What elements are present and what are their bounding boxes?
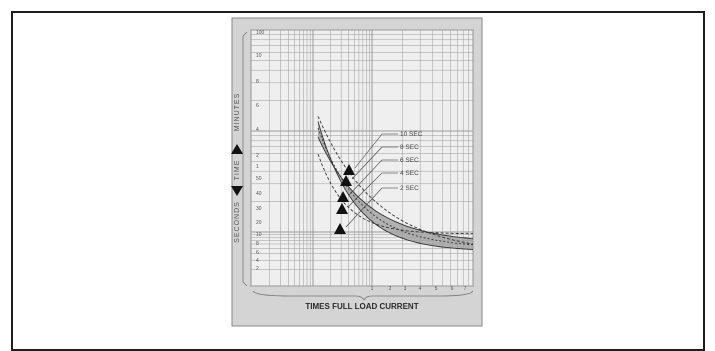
y-tick-minutes: 10 xyxy=(256,53,262,59)
y-tick-seconds: 8 xyxy=(256,241,259,247)
leader-line xyxy=(348,159,383,196)
curve-label: 2 SEC xyxy=(400,185,419,192)
curve-arrow-icon xyxy=(336,203,348,214)
x-axis-brace xyxy=(252,290,474,301)
curve-arrow-icon xyxy=(334,223,346,234)
curve-2-sec xyxy=(317,153,473,235)
curve-label: 10 SEC xyxy=(400,131,423,138)
curve-labels: 10 SEC 8 SEC 6 SEC 4 SEC 2 SEC xyxy=(334,131,423,234)
tolerance-band xyxy=(318,121,473,250)
y-tick-seconds: 50 xyxy=(256,176,262,182)
x-tick: 4 xyxy=(419,286,422,292)
y-tick-seconds: 20 xyxy=(256,220,262,226)
y-tick-seconds: 1 xyxy=(256,164,259,170)
curve-label: 4 SEC xyxy=(400,170,419,177)
trip-curve-chart: 100 10 8 6 4 2 1 50 40 30 20 10 8 6 4 2 1 2 3 4 5 6 7 10 SEC 8 … xyxy=(231,17,483,327)
leader-line xyxy=(354,133,383,169)
x-tick: 7 xyxy=(464,286,467,292)
axis-bracket xyxy=(242,31,248,287)
leader-line xyxy=(347,172,383,208)
curve-8-sec xyxy=(317,121,474,251)
y-label-minutes: MINUTES xyxy=(234,93,241,132)
y-tick-seconds: 4 xyxy=(256,258,259,264)
x-tick: 5 xyxy=(435,286,438,292)
curve-arrow-icon xyxy=(343,164,355,175)
y-tick-seconds: 2 xyxy=(256,266,259,272)
down-arrow-icon xyxy=(231,186,243,196)
curve-arrow-icon xyxy=(340,175,352,186)
curve-label: 6 SEC xyxy=(400,157,419,164)
y-tick-seconds: 6 xyxy=(256,250,259,256)
up-arrow-icon xyxy=(231,144,243,154)
x-tick: 6 xyxy=(451,286,454,292)
curve-label: 8 SEC xyxy=(400,144,419,151)
curve-10-sec xyxy=(317,116,474,245)
y-tick-minutes: 6 xyxy=(256,103,259,109)
grid xyxy=(250,29,474,287)
curve-arrow-icon xyxy=(337,191,349,202)
leader-line xyxy=(351,146,383,180)
y-tick-minutes: 2 xyxy=(256,153,259,159)
x-tick: 3 xyxy=(404,286,407,292)
y-tick-seconds: 40 xyxy=(256,191,262,197)
ticks: 100 10 8 6 4 2 1 50 40 30 20 10 8 6 4 2 1 2 3 4 5 6 7 xyxy=(256,30,467,292)
y-label-time: TIME xyxy=(234,160,241,181)
x-axis-title: TIMES FULL LOAD CURRENT xyxy=(305,302,418,311)
band-area xyxy=(318,121,473,250)
y-tick-minutes: 100 xyxy=(256,30,265,36)
y-tick-minutes: 4 xyxy=(256,127,259,133)
leader-line xyxy=(345,187,383,228)
x-tick: 1 xyxy=(371,286,374,292)
x-tick: 2 xyxy=(389,286,392,292)
y-tick-seconds: 10 xyxy=(256,232,262,238)
y-tick-seconds: 30 xyxy=(256,206,262,212)
y-label-seconds: SECONDS xyxy=(234,201,241,243)
plot-area xyxy=(250,29,474,287)
y-tick-minutes: 8 xyxy=(256,79,259,85)
